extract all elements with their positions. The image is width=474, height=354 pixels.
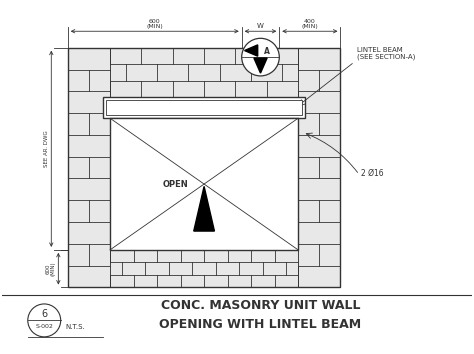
Text: 600
(MIN): 600 (MIN): [45, 261, 56, 276]
Bar: [106, 100, 302, 115]
Text: SEE AR. DWG: SEE AR. DWG: [44, 130, 49, 167]
Bar: [110, 250, 298, 287]
Bar: [110, 118, 298, 250]
Text: N.T.S.: N.T.S.: [65, 325, 85, 330]
Bar: [68, 48, 110, 287]
Text: A: A: [264, 47, 270, 56]
Text: OPEN: OPEN: [163, 179, 189, 189]
Circle shape: [28, 304, 61, 337]
Text: 400
(MIN): 400 (MIN): [301, 18, 318, 29]
Text: W: W: [257, 23, 264, 29]
Bar: [103, 97, 305, 118]
Bar: [298, 48, 340, 287]
Bar: [110, 48, 298, 97]
Polygon shape: [254, 58, 267, 73]
Circle shape: [242, 38, 279, 76]
Text: S-002: S-002: [35, 324, 53, 329]
Text: 2 Ø16: 2 Ø16: [361, 169, 383, 178]
Text: LINTEL BEAM
(SEE SECTION-A): LINTEL BEAM (SEE SECTION-A): [357, 47, 415, 61]
Text: 600
(MIN): 600 (MIN): [146, 18, 163, 29]
Text: OPENING WITH LINTEL BEAM: OPENING WITH LINTEL BEAM: [159, 318, 362, 331]
Polygon shape: [194, 187, 214, 231]
Polygon shape: [245, 45, 258, 56]
Text: 6: 6: [41, 309, 47, 319]
Text: CONC. MASONRY UNIT WALL: CONC. MASONRY UNIT WALL: [161, 299, 360, 312]
Bar: [68, 48, 340, 287]
